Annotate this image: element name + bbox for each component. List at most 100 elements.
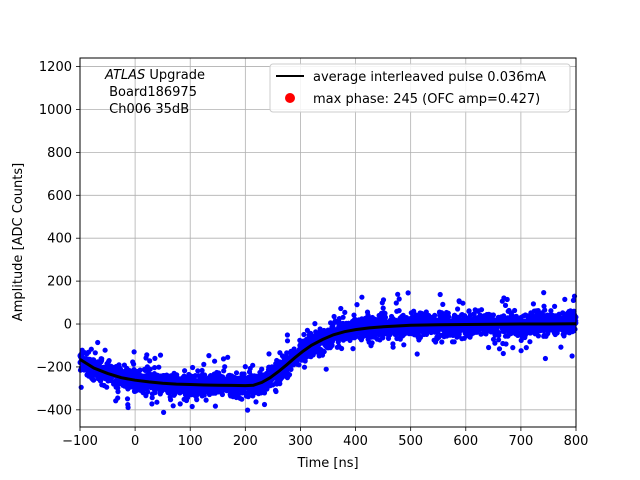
scatter-point [239, 371, 245, 377]
scatter-point [177, 387, 183, 393]
scatter-point [274, 357, 280, 364]
y-tick-label: 1000 [39, 103, 72, 118]
scatter-point [541, 303, 547, 309]
annotation-line-1: ATLAS Upgrade [104, 68, 205, 83]
scatter-point [131, 388, 138, 394]
scatter-point [308, 330, 314, 336]
scatter-point [418, 310, 425, 316]
scatter-point [456, 330, 462, 336]
scatter-point [423, 331, 430, 337]
scatter-point [157, 373, 163, 379]
scatter-point [273, 388, 279, 395]
scatter-point [414, 351, 420, 357]
scatter-point [147, 358, 153, 364]
scatter-point [125, 404, 131, 411]
scatter-point [140, 390, 146, 396]
scatter-point [405, 290, 411, 296]
scatter-point [508, 310, 514, 316]
scatter-point [115, 395, 121, 401]
scatter-point [462, 318, 468, 324]
scatter-point [320, 330, 326, 336]
scatter-point [130, 359, 136, 365]
scatter-point [535, 326, 541, 332]
annotation-line-3: Ch006 35dB [105, 102, 189, 117]
scatter-point [246, 369, 253, 375]
scatter-point [351, 312, 357, 318]
scatter-point [374, 336, 380, 342]
scatter-point [195, 368, 201, 374]
scatter-point [331, 313, 337, 320]
legend: average interleaved pulse 0.036mA max ph… [269, 63, 571, 113]
scatter-point [411, 308, 417, 314]
scatter-point [339, 324, 345, 330]
scatter-point [225, 354, 231, 360]
x-tick-label: 400 [343, 434, 368, 449]
scatter-point [215, 378, 221, 384]
scatter-point [312, 321, 318, 327]
scatter-point [364, 309, 371, 315]
scatter-point [320, 348, 326, 354]
scatter-point [396, 296, 402, 302]
scatter-point [109, 368, 115, 374]
scatter-point [413, 312, 419, 318]
scatter-point [467, 312, 473, 318]
scatter-point [84, 351, 90, 357]
scatter-point [348, 335, 354, 341]
scatter-point [463, 325, 469, 331]
y-axis-label: Amplitude [ADC Counts] [11, 163, 26, 321]
scatter-point [206, 378, 212, 384]
scatter-point [389, 313, 395, 320]
scatter-point [214, 369, 220, 376]
scatter-point [552, 303, 558, 309]
scatter-point [366, 315, 372, 321]
scatter-point [511, 307, 518, 314]
scatter-point [531, 308, 537, 314]
legend-box [269, 63, 571, 113]
scatter-point [525, 329, 531, 335]
scatter-point [502, 302, 509, 308]
scatter-point [475, 308, 481, 314]
scatter-point [251, 373, 257, 379]
scatter-point [354, 302, 360, 308]
scatter-point [329, 324, 335, 330]
scatter-point [388, 329, 394, 335]
scatter-point [152, 355, 158, 361]
scatter-point [518, 337, 524, 343]
scatter-point [570, 297, 577, 303]
scatter-point [379, 300, 385, 306]
scatter-point [369, 334, 375, 340]
scatter-point [277, 375, 283, 381]
scatter-point [313, 329, 319, 335]
scatter-point [518, 348, 524, 354]
scatter-point [390, 320, 396, 326]
scatter-point [431, 337, 437, 343]
average-pulse-line-group [79, 322, 577, 388]
scatter-point [226, 378, 232, 384]
scatter-point [376, 328, 382, 334]
scatter-point [147, 366, 153, 372]
y-tick-label: 600 [47, 189, 72, 204]
scatter-point [308, 354, 314, 360]
scatter-point [362, 331, 369, 337]
scatter-point [149, 395, 155, 401]
scatter-point [247, 389, 253, 395]
scatter-point [359, 294, 365, 300]
scatter-point [131, 349, 137, 355]
scatter-point [522, 334, 528, 341]
scatter-point [284, 338, 291, 344]
scatter-point [212, 358, 218, 364]
scatter-point [294, 359, 300, 365]
scatter-point [170, 387, 176, 393]
scatter-point [385, 335, 392, 341]
scatter-point [266, 364, 272, 370]
scatter-point [260, 386, 266, 392]
x-tick-label: 600 [453, 434, 478, 449]
scatter-point [126, 379, 132, 385]
scatter-point [351, 317, 357, 323]
scatter-point [421, 317, 427, 323]
scatter-point [436, 317, 442, 323]
scatter-point [496, 346, 503, 352]
scatter-point [261, 401, 268, 408]
scatter-point [241, 389, 247, 395]
